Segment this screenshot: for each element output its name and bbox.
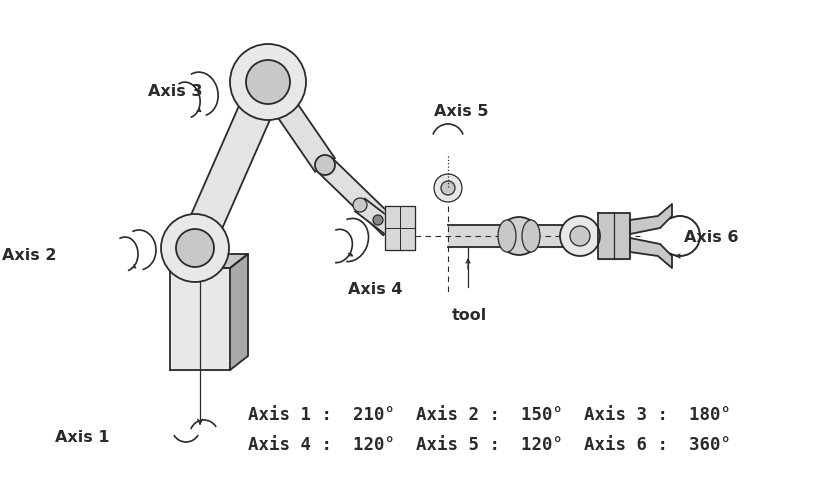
- Text: Axis 2: Axis 2: [2, 249, 57, 264]
- Circle shape: [434, 174, 462, 202]
- Polygon shape: [170, 268, 230, 370]
- Circle shape: [230, 44, 306, 120]
- Circle shape: [353, 198, 367, 212]
- Circle shape: [315, 155, 335, 175]
- Polygon shape: [630, 238, 672, 268]
- Circle shape: [373, 215, 383, 225]
- Text: Axis 1 :  210°  Axis 2 :  150°  Axis 3 :  180°: Axis 1 : 210° Axis 2 : 150° Axis 3 : 180…: [249, 406, 731, 424]
- Text: Axis 4: Axis 4: [348, 283, 403, 298]
- Text: Axis 4 :  120°  Axis 5 :  120°  Axis 6 :  360°: Axis 4 : 120° Axis 5 : 120° Axis 6 : 360…: [249, 436, 731, 454]
- Polygon shape: [258, 75, 335, 172]
- Polygon shape: [180, 75, 284, 255]
- Polygon shape: [630, 204, 672, 234]
- Circle shape: [176, 229, 214, 267]
- Polygon shape: [318, 158, 397, 235]
- Ellipse shape: [498, 220, 516, 252]
- Text: Axis 3: Axis 3: [148, 84, 202, 99]
- Polygon shape: [170, 254, 248, 268]
- Polygon shape: [598, 213, 630, 259]
- Polygon shape: [230, 254, 248, 370]
- Circle shape: [560, 216, 600, 256]
- Text: tool: tool: [452, 308, 488, 323]
- Polygon shape: [385, 206, 415, 250]
- Text: Axis 6: Axis 6: [684, 230, 739, 245]
- Circle shape: [441, 181, 455, 195]
- Polygon shape: [448, 225, 570, 247]
- Circle shape: [246, 60, 290, 104]
- Ellipse shape: [499, 217, 539, 255]
- Ellipse shape: [522, 220, 540, 252]
- Polygon shape: [355, 199, 395, 234]
- Text: Axis 1: Axis 1: [55, 431, 110, 445]
- Circle shape: [570, 226, 590, 246]
- Circle shape: [161, 214, 229, 282]
- Text: Axis 5: Axis 5: [434, 105, 488, 120]
